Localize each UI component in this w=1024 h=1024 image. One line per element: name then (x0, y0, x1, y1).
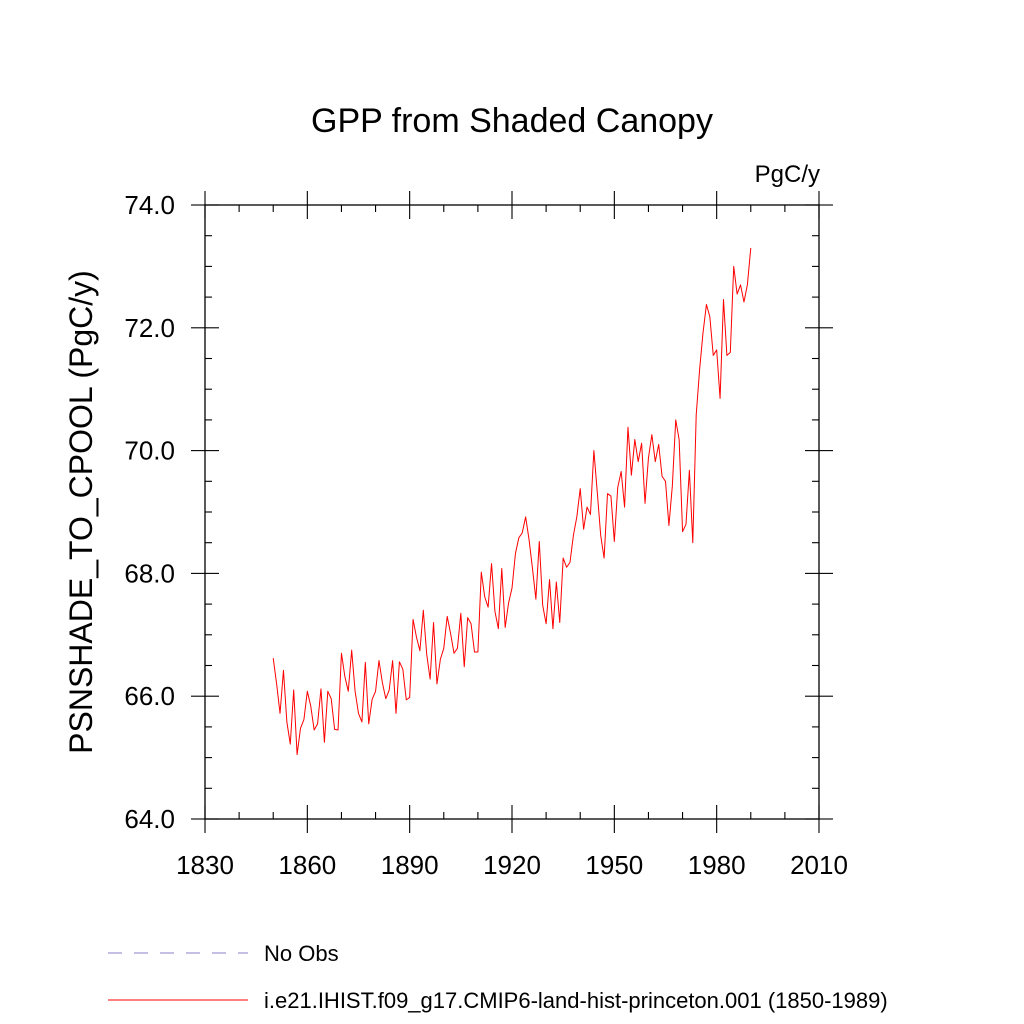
x-tick-label: 1950 (585, 850, 643, 880)
x-tick-label: 1890 (381, 850, 439, 880)
x-tick-label: 1830 (176, 850, 234, 880)
y-axis-label: PSNSHADE_TO_CPOOL (PgC/y) (63, 270, 99, 754)
y-tick-label: 64.0 (124, 804, 175, 834)
y-tick-label: 70.0 (124, 436, 175, 466)
legend-label-model: i.e21.IHIST.f09_g17.CMIP6-land-hist-prin… (264, 988, 888, 1013)
y-tick-label: 66.0 (124, 681, 175, 711)
series-group (272, 247, 752, 756)
chart-title: GPP from Shaded Canopy (311, 102, 713, 140)
plot-frame (204, 204, 820, 820)
y-tick-label: 74.0 (124, 190, 175, 220)
x-tick-label: 1860 (278, 850, 336, 880)
tick-labels: 1830 1860 1890 1920 1950 1980 2010 64.0 66.0 68.0… (124, 190, 848, 880)
y-tick-label: 68.0 (124, 558, 175, 588)
x-tick-label: 2010 (790, 850, 848, 880)
legend-label-no-obs: No Obs (264, 941, 339, 966)
x-tick-label: 1920 (483, 850, 541, 880)
series-line (272, 247, 752, 756)
x-tick-label: 1980 (688, 850, 746, 880)
units-label: PgC/y (755, 161, 820, 188)
y-tick-label: 72.0 (124, 313, 175, 343)
